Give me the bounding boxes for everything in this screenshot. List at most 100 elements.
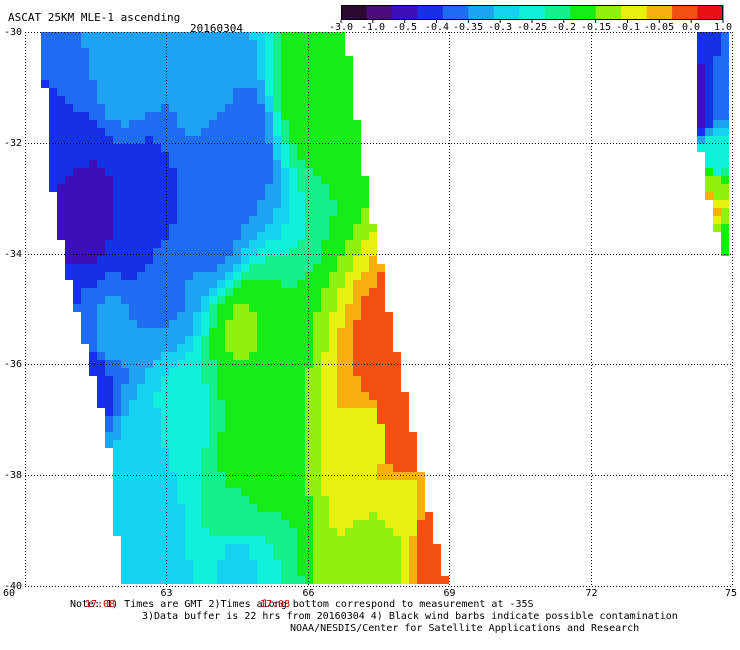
swath-cell [705,96,713,104]
swath-cell [289,48,297,56]
swath-cell [721,232,729,240]
swath-cell [329,328,337,336]
swath-cell [425,576,433,584]
swath-cell [377,288,385,296]
swath-cell [217,176,225,184]
swath-cell [353,344,361,352]
swath-cell [201,336,209,344]
swath-cell [401,512,409,520]
swath-cell [145,560,153,568]
swath-cell [249,56,257,64]
swath-cell [177,88,185,96]
swath-cell [169,64,177,72]
swath-cell [57,144,65,152]
swath-cell [241,344,249,352]
swath-cell [113,96,121,104]
swath-cell [249,288,257,296]
swath-cell [257,272,265,280]
swath-cell [265,408,273,416]
swath-cell [409,576,417,584]
swath-cell [185,368,193,376]
swath-cell [225,72,233,80]
swath-cell [129,176,137,184]
swath-cell [385,368,393,376]
swath-cell [265,344,273,352]
swath-cell [217,456,225,464]
swath-cell [209,528,217,536]
swath-cell [57,32,65,40]
swath-cell [289,192,297,200]
swath-cell [233,376,241,384]
swath-cell [57,192,65,200]
swath-cell [169,56,177,64]
swath-cell [161,544,169,552]
swath-cell [145,224,153,232]
swath-cell [353,576,361,584]
swath-cell [249,200,257,208]
swath-cell [169,120,177,128]
swath-cell [145,392,153,400]
swath-cell [305,288,313,296]
swath-cell [225,56,233,64]
swath-cell [401,504,409,512]
swath-cell [265,496,273,504]
swath-cell [329,448,337,456]
swath-cell [209,408,217,416]
swath-cell [201,40,209,48]
swath-cell [377,400,385,408]
swath-cell [713,192,721,200]
swath-cell [193,120,201,128]
swath-cell [65,264,73,272]
swath-cell [329,184,337,192]
swath-cell [89,344,97,352]
swath-cell [345,56,353,64]
swath-cell [721,56,729,64]
swath-cell [321,152,329,160]
swath-cell [73,264,81,272]
swath-cell [177,328,185,336]
swath-cell [121,208,129,216]
swath-cell [329,312,337,320]
swath-cell [329,488,337,496]
swath-cell [185,528,193,536]
swath-cell [313,280,321,288]
swath-cell [193,288,201,296]
swath-cell [377,544,385,552]
swath-cell [233,544,241,552]
swath-cell [161,248,169,256]
swath-cell [233,80,241,88]
swath-cell [217,232,225,240]
swath-cell [57,64,65,72]
swath-cell [321,568,329,576]
swath-cell [169,88,177,96]
swath-cell [329,208,337,216]
swath-cell [225,192,233,200]
swath-cell [97,40,105,48]
swath-cell [377,280,385,288]
swath-cell [225,552,233,560]
swath-cell [233,464,241,472]
swath-cell [345,536,353,544]
swath-cell [257,304,265,312]
swath-cell [289,216,297,224]
swath-cell [369,344,377,352]
swath-cell [289,32,297,40]
swath-cell [209,48,217,56]
swath-cell [321,424,329,432]
swath-cell [161,152,169,160]
swath-cell [153,352,161,360]
swath-cell [161,576,169,584]
swath-cell [185,120,193,128]
swath-cell [361,528,369,536]
swath-cell [153,520,161,528]
swath-cell [81,224,89,232]
swath-cell [281,496,289,504]
swath-cell [185,376,193,384]
swath-cell [377,264,385,272]
swath-cell [137,296,145,304]
swath-cell [225,168,233,176]
swath-cell [297,264,305,272]
swath-cell [113,328,121,336]
swath-cell [281,344,289,352]
